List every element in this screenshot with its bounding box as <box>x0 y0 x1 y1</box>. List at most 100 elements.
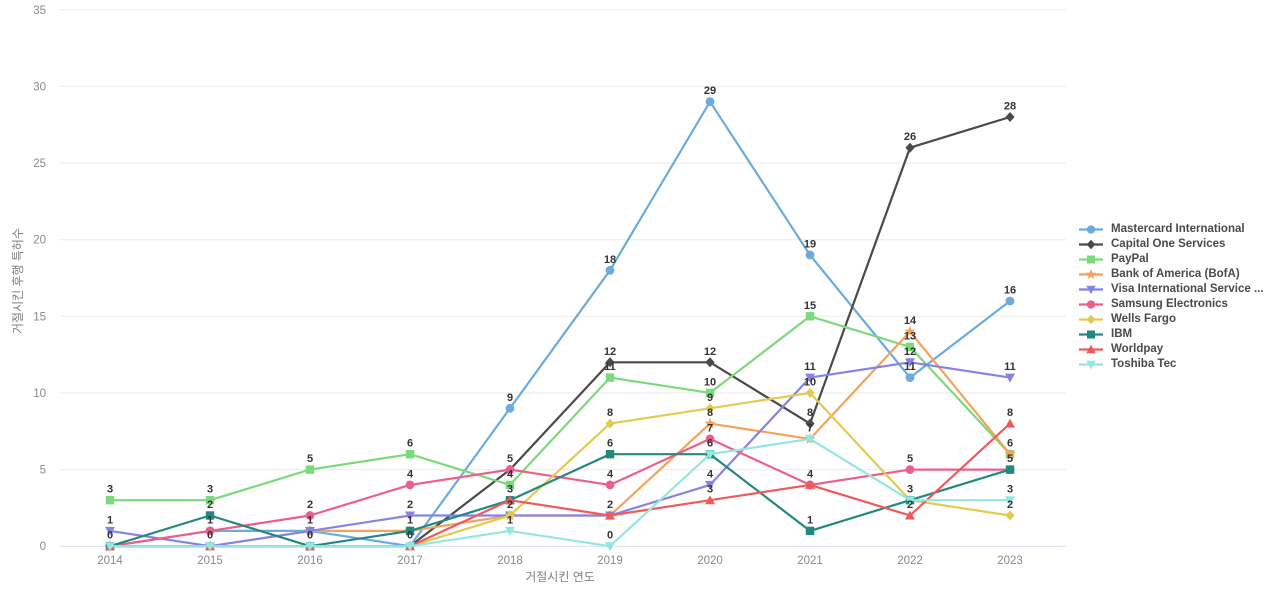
series-bank-of-america-bofa <box>104 325 1016 551</box>
x-tick-2019: 2019 <box>597 555 623 567</box>
series-capital-one-services <box>105 112 1015 552</box>
legend-marker-worldpay <box>1079 344 1103 354</box>
x-tick-2016: 2016 <box>297 555 323 567</box>
point-label: 19 <box>804 239 816 251</box>
x-tick-2021: 2021 <box>797 555 823 567</box>
y-tick-0: 0 <box>40 541 46 553</box>
legend-label: IBM <box>1111 328 1133 340</box>
legend-marker-toshiba-tec <box>1079 360 1103 370</box>
x-tick-2022: 2022 <box>897 555 923 567</box>
point-label: 1 <box>207 514 213 526</box>
x-tick-2023: 2023 <box>997 555 1023 567</box>
point-label: 6 <box>1007 438 1013 450</box>
point-label: 4 <box>807 468 814 480</box>
point-label: 0 <box>407 530 413 542</box>
point-label: 8 <box>707 407 713 419</box>
legend-item-ibm[interactable]: IBM <box>1078 327 1264 342</box>
y-tick-5: 5 <box>40 465 46 477</box>
legend-marker-capital-one-services <box>1079 239 1103 250</box>
point-label: 0 <box>107 530 113 542</box>
legend-label: Bank of America (BofA) <box>1111 268 1240 280</box>
series-paypal <box>105 312 1015 505</box>
point-label: 16 <box>1004 285 1016 297</box>
series-toshiba-tec <box>105 434 1015 552</box>
point-label: 4 <box>607 468 614 480</box>
point-label: 9 <box>707 392 713 404</box>
point-label: 5 <box>907 453 913 465</box>
y-tick-20: 20 <box>33 235 46 247</box>
legend-item-wells-fargo[interactable]: Wells Fargo <box>1078 312 1264 327</box>
x-axis-title: 거절시킨 연도 <box>525 570 595 584</box>
y-tick-10: 10 <box>33 388 46 400</box>
legend-label: Samsung Electronics <box>1111 298 1228 310</box>
legend-label: Visa International Service ... <box>1111 283 1264 295</box>
x-tick-2018: 2018 <box>497 555 523 567</box>
point-label: 4 <box>707 468 714 480</box>
legend-marker-paypal <box>1079 255 1103 264</box>
point-label: 4 <box>407 468 414 480</box>
point-label: 2 <box>607 499 613 511</box>
point-label: 12 <box>704 346 716 358</box>
point-label: 7 <box>807 422 813 434</box>
point-label: 7 <box>707 422 713 434</box>
legend-item-mastercard-international[interactable]: Mastercard International <box>1078 222 1264 237</box>
y-tick-15: 15 <box>33 311 46 323</box>
point-label: 4 <box>507 468 514 480</box>
legend-item-visa-international-service[interactable]: Visa International Service ... <box>1078 282 1264 297</box>
point-label: 6 <box>407 438 413 450</box>
point-label: 8 <box>1007 407 1013 419</box>
series-visa-international-service <box>105 358 1015 552</box>
legend-marker-ibm <box>1079 330 1103 339</box>
point-label: 1 <box>807 514 813 526</box>
x-tick-2014: 2014 <box>97 555 123 567</box>
point-label: 29 <box>704 85 716 97</box>
point-label: 2 <box>307 499 313 511</box>
point-label: 1 <box>107 514 113 526</box>
legend-label: Toshiba Tec <box>1111 358 1177 370</box>
point-label: 14 <box>904 315 917 327</box>
point-label: 18 <box>604 254 616 266</box>
point-label: 12 <box>904 346 916 358</box>
legend-item-capital-one-services[interactable]: Capital One Services <box>1078 237 1264 252</box>
point-label: 2 <box>907 499 913 511</box>
legend-item-samsung-electronics[interactable]: Samsung Electronics <box>1078 297 1264 312</box>
series-samsung-electronics <box>105 434 1015 551</box>
point-label: 11 <box>904 361 916 373</box>
series-mastercard-international <box>105 97 1015 551</box>
point-label: 10 <box>704 376 716 388</box>
point-label: 1 <box>407 514 413 526</box>
point-label: 3 <box>107 484 113 496</box>
legend-label: Capital One Services <box>1111 238 1226 250</box>
legend-label: Worldpay <box>1111 343 1164 355</box>
legend-marker-visa-international-service <box>1079 285 1103 295</box>
point-label: 11 <box>804 361 816 373</box>
x-tick-2015: 2015 <box>197 555 223 567</box>
point-label: 3 <box>1007 484 1013 496</box>
point-label: 2 <box>207 499 213 511</box>
legend-label: Wells Fargo <box>1111 313 1176 325</box>
point-label: 11 <box>604 361 616 373</box>
point-label: 5 <box>307 453 313 465</box>
point-label: 15 <box>804 300 816 312</box>
point-label: 0 <box>607 530 613 542</box>
point-label: 3 <box>507 484 513 496</box>
point-label: 28 <box>1004 101 1016 113</box>
legend-item-worldpay[interactable]: Worldpay <box>1078 342 1264 357</box>
point-label: 9 <box>507 392 513 404</box>
point-label: 3 <box>207 484 213 496</box>
legend-item-paypal[interactable]: PayPal <box>1078 252 1264 267</box>
y-tick-35: 35 <box>33 5 46 17</box>
legend-marker-wells-fargo <box>1079 314 1103 325</box>
point-label: 1 <box>307 514 313 526</box>
point-label: 2 <box>507 499 513 511</box>
y-tick-30: 30 <box>33 81 46 93</box>
point-label: 8 <box>607 407 613 419</box>
point-label: 5 <box>507 453 513 465</box>
legend-marker-samsung-electronics <box>1079 300 1103 309</box>
legend-item-toshiba-tec[interactable]: Toshiba Tec <box>1078 357 1264 372</box>
legend-item-bank-of-america-bofa[interactable]: Bank of America (BofA) <box>1078 267 1264 282</box>
point-label: 6 <box>707 438 713 450</box>
point-label: 1 <box>507 514 513 526</box>
